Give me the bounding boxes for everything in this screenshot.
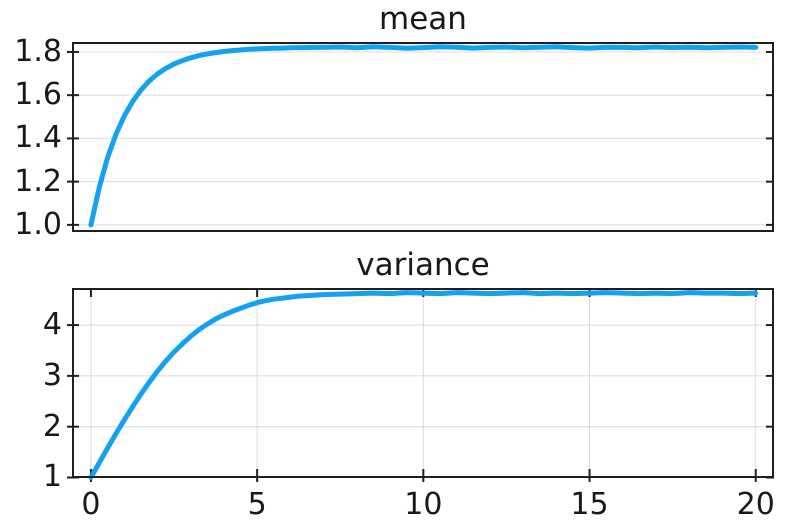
y-tick-label: 4 [42,307,62,343]
y-tick-label: 1.2 [14,163,62,199]
mean-series-line [88,44,759,228]
x-tick-label: 20 [736,487,775,522]
x-tick-label: 0 [81,487,101,522]
x-tick-label: 15 [570,487,609,522]
mean-plot-svg [67,42,774,232]
plot-frame [72,42,774,232]
y-tick-label: 1 [42,459,62,495]
variance-plot-title: variance [356,247,490,283]
y-tick-label: 1.4 [14,120,62,156]
x-tick-label: 10 [404,487,443,522]
y-tick-label: 1.0 [14,206,62,242]
variance-series-line [88,290,759,480]
y-tick-label: 3 [42,357,62,393]
y-tick-label: 1.6 [14,77,62,113]
x-tick-label: 5 [247,487,267,522]
variance-plot-svg [67,288,774,482]
plot-frame [72,288,774,478]
y-tick-label: 1.8 [14,33,62,69]
mean-plot-title: mean [379,1,467,37]
y-tick-label: 2 [42,408,62,444]
